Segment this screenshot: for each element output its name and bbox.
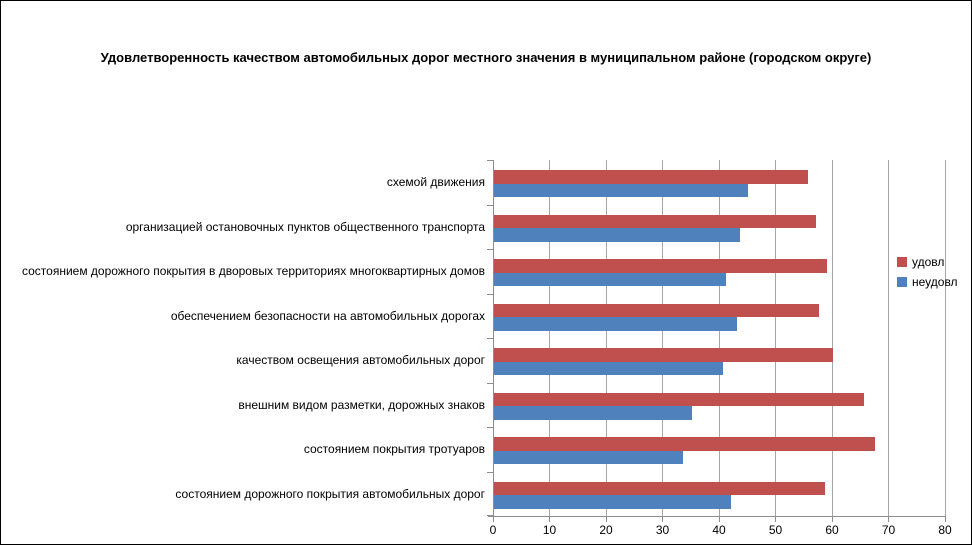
category-label-1: организацией остановочных пунктов общест… — [125, 219, 485, 234]
gridline-x-10 — [549, 160, 550, 516]
category-axis-line — [493, 160, 494, 516]
y-tick-7 — [487, 471, 493, 473]
y-tick-1 — [487, 204, 493, 206]
x-tick-70 — [888, 516, 889, 522]
plot-area — [487, 160, 946, 522]
gridline-x-50 — [775, 160, 776, 516]
legend-item-udovl: удовл — [897, 255, 958, 269]
x-tick-label-30: 30 — [655, 523, 670, 537]
gridline-x-20 — [605, 160, 607, 516]
bar-neudovl-6 — [494, 450, 684, 464]
category-axis-labels: схемой движения организацией остановочных… — [1, 160, 485, 516]
bar-udovl-0 — [494, 170, 808, 184]
legend-swatch-neudovl — [897, 277, 907, 287]
bar-neudovl-7 — [494, 495, 732, 509]
legend-item-neudovl: неудовл — [897, 275, 958, 289]
x-tick-40 — [718, 516, 720, 522]
legend-label-udovl: удовл — [912, 255, 945, 269]
value-axis-labels: 0 10 20 30 40 50 60 70 80 — [489, 523, 952, 539]
y-tick-8 — [487, 515, 493, 516]
bar-udovl-4 — [494, 348, 833, 362]
x-tick-label-10: 10 — [542, 523, 557, 537]
gridline-x-40 — [718, 160, 720, 516]
category-label-0: схемой движения — [386, 175, 485, 190]
y-tick-0 — [487, 160, 493, 161]
x-tick-80 — [944, 516, 946, 522]
x-tick-0 — [492, 516, 494, 522]
bar-neudovl-3 — [494, 317, 737, 331]
x-tick-10 — [549, 516, 550, 522]
bar-neudovl-4 — [494, 361, 723, 375]
legend: удовл неудовл — [897, 255, 958, 289]
bar-udovl-6 — [494, 437, 876, 451]
y-tick-3 — [487, 293, 493, 295]
bar-udovl-5 — [494, 392, 865, 406]
category-label-5: внешним видом разметки, дорожных знаков — [238, 397, 485, 412]
category-label-7: состоянием дорожного покрытия автомобиль… — [175, 486, 485, 501]
category-label-2: состоянием дорожного покрытия в дворовых… — [21, 264, 485, 279]
bar-neudovl-1 — [494, 228, 740, 242]
bar-udovl-2 — [494, 259, 828, 273]
legend-label-neudovl: неудовл — [912, 275, 958, 289]
category-label-6: состоянием покрытия тротуаров — [303, 442, 485, 457]
y-tick-6 — [487, 427, 493, 428]
x-tick-label-40: 40 — [712, 523, 726, 537]
x-tick-20 — [605, 516, 607, 522]
y-tick-2 — [487, 249, 493, 250]
gridline-x-80 — [944, 160, 946, 516]
x-tick-label-70: 70 — [881, 523, 896, 537]
gridline-x-60 — [831, 160, 833, 516]
gridline-x-70 — [888, 160, 889, 516]
y-tick-4 — [487, 338, 493, 339]
bar-udovl-1 — [494, 214, 817, 228]
x-tick-label-80: 80 — [938, 523, 952, 537]
y-tick-5 — [487, 382, 493, 384]
bar-neudovl-5 — [494, 406, 692, 420]
value-axis-line — [488, 516, 945, 517]
x-tick-label-50: 50 — [768, 523, 783, 537]
x-tick-30 — [662, 516, 663, 522]
x-tick-60 — [831, 516, 833, 522]
chart-title: Удовлетворенность качеством автомобильны… — [100, 50, 872, 65]
gridline-x-30 — [662, 160, 663, 516]
category-label-4: качеством освещения автомобильных дорог — [236, 353, 485, 368]
legend-swatch-udovl — [897, 257, 907, 267]
bar-udovl-3 — [494, 303, 819, 317]
x-tick-label-20: 20 — [599, 523, 613, 537]
bar-neudovl-0 — [494, 183, 749, 197]
x-tick-label-0: 0 — [489, 523, 497, 537]
category-label-3: обеспечением безопасности на автомобильн… — [170, 308, 485, 323]
x-tick-label-60: 60 — [825, 523, 839, 537]
bar-udovl-7 — [494, 481, 825, 495]
bar-neudovl-2 — [494, 272, 726, 286]
x-tick-50 — [775, 516, 776, 522]
